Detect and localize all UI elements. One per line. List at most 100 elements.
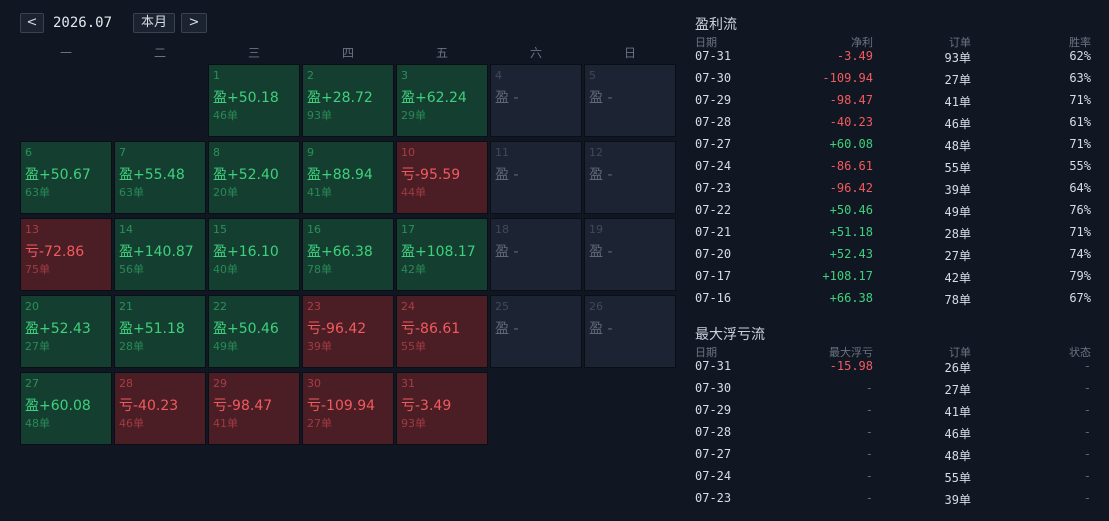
table-cell: -40.23 (829, 115, 873, 129)
table-cell: - (1083, 491, 1091, 505)
column-header: 状态 (1069, 346, 1091, 359)
day-cell[interactable]: 13 亏-72.86 75单 (20, 218, 112, 291)
day-pnl: 盈 - (495, 321, 519, 337)
column-header: 最大浮亏 (829, 346, 873, 359)
table-cell: 07-23 (695, 181, 732, 195)
day-number: 26 (589, 300, 603, 313)
weekday-label: 五 (435, 46, 448, 60)
table-cell: 93单 (944, 51, 971, 65)
day-number: 25 (495, 300, 509, 313)
day-cell[interactable]: 30 亏-109.94 27单 (302, 372, 394, 445)
day-cell[interactable]: 8 盈+52.40 20单 (208, 141, 300, 214)
weekday-label: 三 (247, 46, 260, 60)
day-orders: 46单 (119, 417, 144, 430)
day-cell[interactable]: 19 盈 - (584, 218, 676, 291)
day-orders: 93单 (401, 417, 426, 430)
table-cell: -15.98 (829, 359, 873, 373)
month-label: 2026.07 (53, 15, 113, 31)
day-number: 31 (401, 377, 415, 390)
table-cell: 07-20 (695, 247, 732, 261)
day-pnl: 亏-3.49 (401, 398, 452, 414)
table-cell: +60.08 (829, 137, 873, 151)
day-cell[interactable]: 5 盈 - (584, 64, 676, 137)
day-cell[interactable]: 25 盈 - (490, 295, 582, 368)
table-cell: - (865, 425, 873, 439)
day-cell[interactable]: 12 盈 - (584, 141, 676, 214)
day-cell[interactable]: 31 亏-3.49 93单 (396, 372, 488, 445)
day-number: 8 (213, 146, 220, 159)
day-cell[interactable]: 24 亏-86.61 55单 (396, 295, 488, 368)
day-pnl: 盈 - (589, 244, 613, 260)
table-cell: 07-29 (695, 93, 732, 107)
day-cell[interactable]: 1 盈+50.18 46单 (208, 64, 300, 137)
day-orders: 41单 (307, 186, 332, 199)
day-orders: 41单 (213, 417, 238, 430)
day-cell[interactable]: 10 亏-95.59 44单 (396, 141, 488, 214)
day-cell[interactable]: 16 盈+66.38 78单 (302, 218, 394, 291)
day-pnl: 盈+50.18 (213, 90, 279, 106)
day-cell[interactable]: 6 盈+50.67 63单 (20, 141, 112, 214)
day-cell[interactable]: 14 盈+140.87 56单 (114, 218, 206, 291)
table-cell: 07-31 (695, 359, 732, 373)
day-number: 18 (495, 223, 509, 236)
day-cell[interactable]: 7 盈+55.48 63单 (114, 141, 206, 214)
this-month-button[interactable]: 本月 (133, 13, 175, 33)
day-pnl: 盈 - (495, 90, 519, 106)
day-orders: 44单 (401, 186, 426, 199)
day-pnl: 亏-72.86 (25, 244, 85, 260)
day-cell[interactable]: 26 盈 - (584, 295, 676, 368)
day-cell[interactable]: 17 盈+108.17 42单 (396, 218, 488, 291)
day-pnl: 盈+108.17 (401, 244, 476, 260)
table-cell: 55% (1069, 159, 1091, 173)
day-cell[interactable]: 28 亏-40.23 46单 (114, 372, 206, 445)
table-cell: 67% (1069, 291, 1091, 305)
table-cell: 07-28 (695, 425, 732, 439)
table-cell: - (865, 447, 873, 461)
day-pnl: 盈 - (495, 244, 519, 260)
weekday-label: 日 (623, 46, 636, 60)
day-cell[interactable]: 23 亏-96.42 39单 (302, 295, 394, 368)
day-cell[interactable]: 15 盈+16.10 40单 (208, 218, 300, 291)
table-cell: 07-23 (695, 491, 732, 505)
prev-month-button[interactable]: < (20, 13, 44, 33)
day-cell[interactable]: 18 盈 - (490, 218, 582, 291)
day-orders: 78单 (307, 263, 332, 276)
table-cell: 07-24 (695, 469, 732, 483)
day-number: 14 (119, 223, 133, 236)
day-pnl: 盈 - (589, 321, 613, 337)
table-cell: 07-24 (695, 159, 732, 173)
weekday-label: 一 (59, 46, 72, 60)
table-cell: 42单 (944, 271, 971, 285)
day-orders: 93单 (307, 109, 332, 122)
table-cell: 07-16 (695, 291, 732, 305)
day-cell[interactable]: 29 亏-98.47 41单 (208, 372, 300, 445)
day-cell[interactable]: 3 盈+62.24 29单 (396, 64, 488, 137)
table-cell: - (1083, 469, 1091, 483)
day-number: 7 (119, 146, 126, 159)
day-cell[interactable]: 27 盈+60.08 48单 (20, 372, 112, 445)
day-cell[interactable]: 9 盈+88.94 41单 (302, 141, 394, 214)
day-pnl: 盈 - (589, 167, 613, 183)
table-cell: -3.49 (836, 49, 873, 63)
day-cell[interactable]: 20 盈+52.43 27单 (20, 295, 112, 368)
day-pnl: 盈+66.38 (307, 244, 373, 260)
table-cell: 07-27 (695, 447, 732, 461)
table-cell: - (865, 491, 873, 505)
day-number: 1 (213, 69, 220, 82)
day-cell[interactable]: 11 盈 - (490, 141, 582, 214)
table-cell: 64% (1069, 181, 1091, 195)
day-cell[interactable]: 21 盈+51.18 28单 (114, 295, 206, 368)
table-cell: 71% (1069, 225, 1091, 239)
day-cell[interactable]: 2 盈+28.72 93单 (302, 64, 394, 137)
day-orders: 75单 (25, 263, 50, 276)
day-cell[interactable]: 22 盈+50.46 49单 (208, 295, 300, 368)
table-cell: 55单 (944, 161, 971, 175)
table-cell: +51.18 (829, 225, 873, 239)
table-cell: - (1083, 381, 1091, 395)
day-cell[interactable]: 4 盈 - (490, 64, 582, 137)
day-number: 4 (495, 69, 502, 82)
next-month-button[interactable]: > (181, 13, 207, 33)
table-cell: -98.47 (829, 93, 873, 107)
column-header: 订单 (949, 36, 971, 49)
table-cell: - (1083, 359, 1091, 373)
